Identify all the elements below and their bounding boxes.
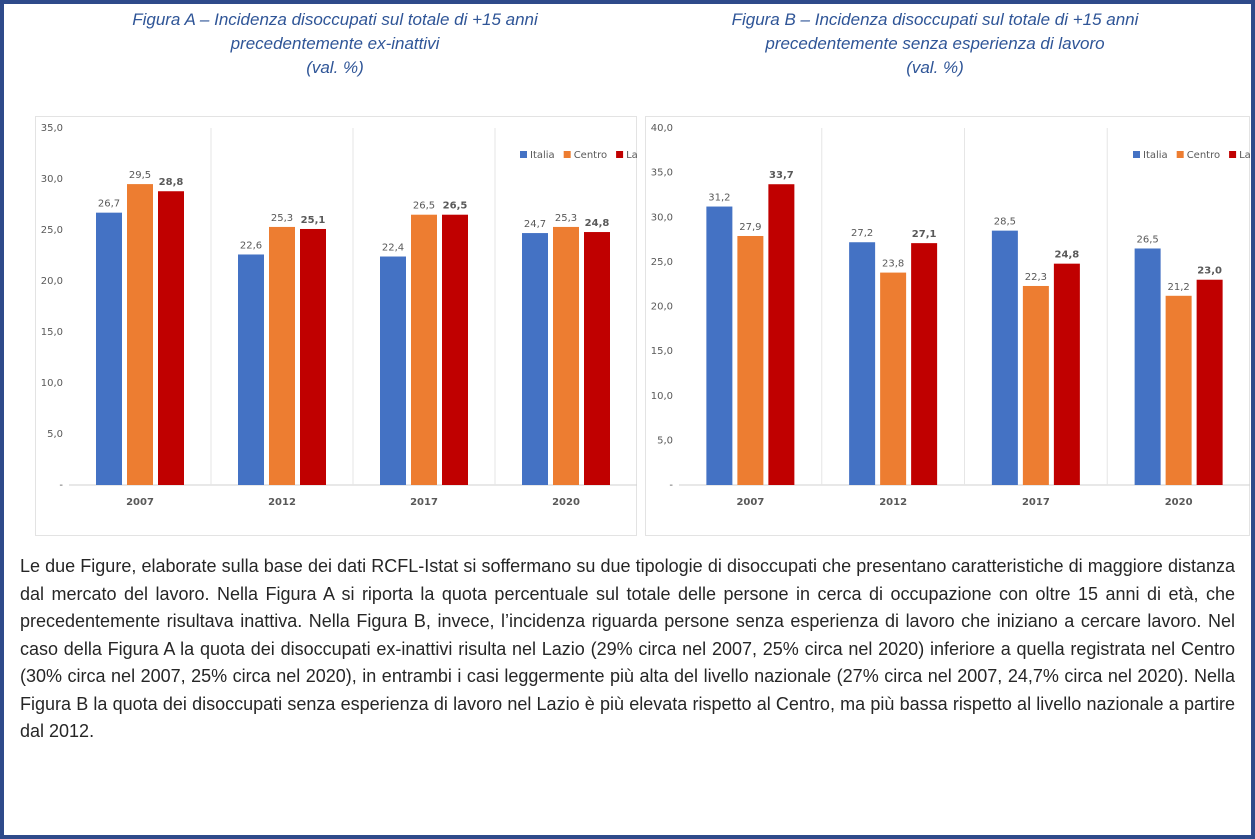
bar (127, 184, 153, 485)
bar (768, 184, 795, 485)
data-label: 24,8 (1055, 250, 1080, 261)
legend-label: Centro (574, 150, 607, 161)
bar (442, 214, 468, 485)
bar (1196, 279, 1223, 485)
data-label: 33,7 (769, 170, 794, 181)
data-label: 27,9 (739, 222, 761, 233)
bar (269, 226, 295, 485)
data-label: 27,2 (851, 228, 873, 239)
bar (96, 212, 122, 485)
title-line: (val. %) (906, 58, 964, 77)
data-label: 28,8 (159, 177, 184, 188)
y-tick-label: 35,0 (41, 123, 63, 134)
y-tick-label: 10,0 (651, 391, 673, 402)
x-tick-label: 2007 (736, 497, 764, 508)
y-tick-label: 30,0 (651, 212, 673, 223)
legend-label: Lazio (1239, 150, 1250, 161)
y-tick-label: - (669, 480, 673, 491)
title-line: Figura A – Incidenza disoccupati sul tot… (132, 10, 538, 29)
bar (849, 242, 876, 485)
data-label: 25,1 (301, 215, 326, 226)
legend-swatch (1176, 151, 1184, 158)
bar (158, 191, 184, 485)
title-line: precedentemente senza esperienza di lavo… (765, 34, 1105, 53)
chart-border (35, 116, 637, 536)
bar (238, 254, 264, 485)
bar (880, 272, 907, 485)
y-tick-label: 25,0 (41, 225, 63, 236)
x-tick-label: 2020 (1165, 497, 1193, 508)
x-tick-label: 2012 (879, 497, 907, 508)
data-label: 23,8 (882, 259, 904, 270)
bar (411, 214, 437, 485)
chart-border (645, 116, 1250, 536)
data-label: 22,3 (1025, 272, 1047, 283)
x-tick-label: 2017 (410, 497, 438, 508)
body-text: Le due Figure, elaborate sulla base dei … (20, 556, 1235, 741)
y-tick-label: 30,0 (41, 174, 63, 185)
x-tick-label: 2017 (1022, 497, 1050, 508)
y-tick-label: - (59, 480, 63, 491)
legend-label: Italia (1143, 150, 1168, 161)
bar (522, 233, 548, 485)
data-label: 28,5 (994, 217, 1016, 228)
y-tick-label: 20,0 (41, 276, 63, 287)
title-line: precedentemente ex-inattivi (230, 34, 440, 53)
bar (553, 226, 579, 485)
data-label: 22,6 (240, 240, 262, 251)
legend-swatch (616, 151, 624, 158)
data-label: 21,2 (1167, 282, 1189, 293)
bar (1134, 248, 1161, 485)
chart-b: - 5,0 10,0 15,0 20,0 25,0 30,0 35,0 40,0 2007 31,2… (645, 116, 1250, 536)
y-tick-label: 15,0 (651, 346, 673, 357)
data-label: 26,7 (98, 199, 120, 210)
data-label: 24,8 (585, 218, 610, 229)
legend-swatch (520, 151, 527, 158)
data-label: 25,3 (555, 213, 577, 224)
data-label: 26,5 (1136, 234, 1158, 245)
bar (300, 228, 326, 485)
data-label: 24,7 (524, 219, 546, 230)
bar (380, 256, 406, 485)
y-tick-label: 5,0 (47, 429, 63, 440)
data-label: 29,5 (129, 170, 151, 181)
legend-swatch (563, 151, 571, 158)
bar (584, 232, 610, 485)
bar (1053, 263, 1080, 485)
bar (1165, 295, 1192, 485)
title-line: Figura B – Incidenza disoccupati sul tot… (731, 10, 1139, 29)
y-tick-label: 20,0 (651, 302, 673, 313)
legend-label: Lazio (626, 150, 637, 161)
title-line: (val. %) (306, 58, 364, 77)
data-label: 22,4 (382, 243, 404, 254)
data-label: 26,5 (413, 201, 435, 212)
legend-swatch (1229, 151, 1237, 158)
data-label: 25,3 (271, 213, 293, 224)
x-tick-label: 2020 (552, 497, 580, 508)
bar (911, 243, 938, 485)
y-tick-label: 40,0 (651, 123, 673, 134)
chart-a-title: Figura A – Incidenza disoccupati sul tot… (35, 8, 635, 80)
y-tick-label: 5,0 (657, 435, 673, 446)
data-label: 26,5 (443, 201, 468, 212)
bar (991, 230, 1018, 485)
legend-label: Centro (1187, 150, 1220, 161)
x-tick-label: 2007 (126, 497, 154, 508)
legend-label: Italia (530, 150, 555, 161)
data-label: 31,2 (708, 193, 730, 204)
y-tick-label: 15,0 (41, 327, 63, 338)
y-tick-label: 10,0 (41, 378, 63, 389)
chart-b-title: Figura B – Incidenza disoccupati sul tot… (635, 8, 1235, 80)
chart-a: - 5,0 10,0 15,0 20,0 25,0 30,0 35,0 2007 26,7 29,5… (35, 116, 637, 536)
bar (706, 206, 733, 485)
bar (1022, 285, 1049, 485)
y-tick-label: 25,0 (651, 257, 673, 268)
x-tick-label: 2012 (268, 497, 296, 508)
legend-swatch (1133, 151, 1140, 158)
data-label: 23,0 (1197, 266, 1222, 277)
data-label: 27,1 (912, 229, 937, 240)
y-tick-label: 35,0 (651, 168, 673, 179)
bar (737, 235, 764, 485)
